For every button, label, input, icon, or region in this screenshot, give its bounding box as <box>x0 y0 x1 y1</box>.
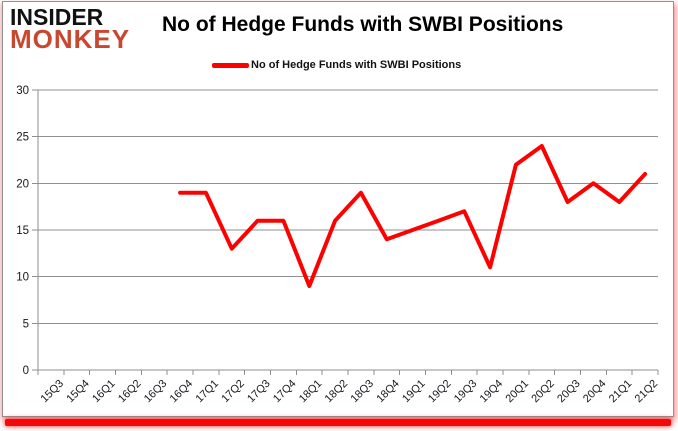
x-axis-label: 16Q3 <box>142 378 170 406</box>
x-axis-label: 17Q3 <box>245 378 273 406</box>
x-axis-label: 18Q3 <box>349 378 377 406</box>
logo-insider-text: INSIDER <box>10 4 104 30</box>
x-axis-label: 18Q1 <box>297 378 325 406</box>
x-axis-label: 17Q4 <box>271 378 299 406</box>
x-axis-label: 18Q2 <box>323 378 351 406</box>
legend-line-swatch <box>212 62 249 68</box>
insider-monkey-logo: INSIDER MONKEY <box>10 4 131 55</box>
x-axis-label: 19Q1 <box>400 378 428 406</box>
chart-panel <box>2 1 674 417</box>
legend: No of Hedge Funds with SWBI Positions <box>212 59 461 71</box>
x-axis-label: 15Q4 <box>64 378 92 406</box>
x-axis-label: 19Q3 <box>452 378 480 406</box>
y-axis-label: 25 <box>16 132 29 144</box>
bottom-red-bar <box>5 419 671 426</box>
x-axis-label: 20Q1 <box>504 378 532 406</box>
x-axis-label: 18Q4 <box>374 378 402 406</box>
y-axis-label: 0 <box>23 365 29 377</box>
y-axis-label: 20 <box>16 178 29 190</box>
series-line <box>178 144 648 288</box>
x-axis-label: 19Q4 <box>478 378 506 406</box>
x-axis-label: 16Q1 <box>90 378 118 406</box>
x-axis-label: 20Q3 <box>555 378 583 406</box>
y-axis-label: 10 <box>16 272 29 284</box>
y-axis-label: 15 <box>16 225 29 237</box>
x-axis-label: 20Q4 <box>581 378 609 406</box>
x-axis-label: 15Q3 <box>39 378 67 406</box>
y-axis-label: 30 <box>16 85 29 97</box>
logo-monkey-text: MONKEY <box>10 24 131 55</box>
x-axis-label: 21Q1 <box>607 378 635 406</box>
x-axis-label: 21Q2 <box>633 378 661 406</box>
line-chart: 0 5 10 15 20 25 30 15Q315Q416Q116Q216Q316Q417Q1… <box>16 85 661 406</box>
x-axis-label: 16Q2 <box>116 378 144 406</box>
legend-label: No of Hedge Funds with SWBI Positions <box>251 59 462 71</box>
y-axis-label: 5 <box>23 318 29 330</box>
x-axis-label: 19Q2 <box>426 378 454 406</box>
x-axis-label: 20Q2 <box>529 378 557 406</box>
x-axis-label: 17Q1 <box>194 378 222 406</box>
x-axis-label: 16Q4 <box>168 378 196 406</box>
x-axis-label: 17Q2 <box>219 378 247 406</box>
chart-title: No of Hedge Funds with SWBI Positions <box>162 13 564 36</box>
